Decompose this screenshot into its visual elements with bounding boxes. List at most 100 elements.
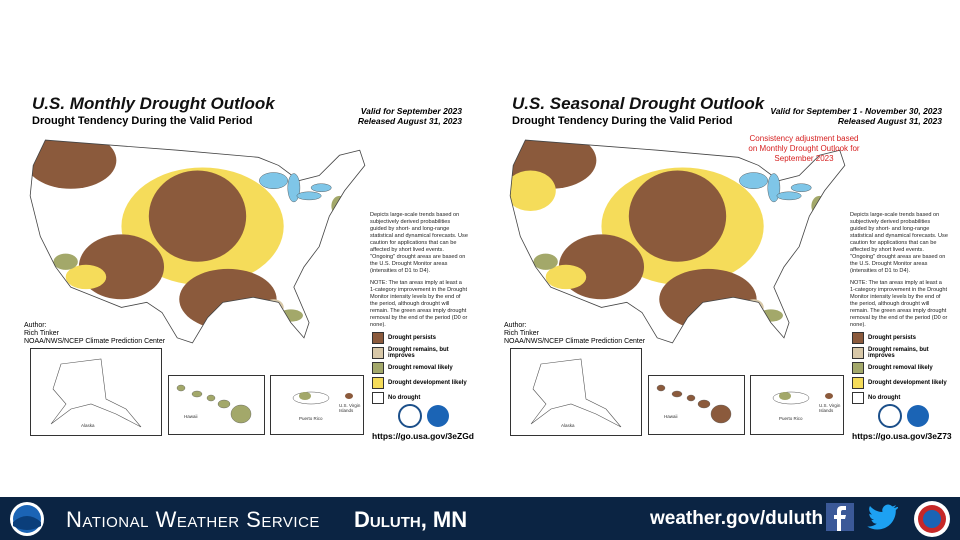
author-org: NOAA/NWS/NCEP Climate Prediction Center (504, 338, 646, 345)
release-date: Released August 31, 2023 (357, 116, 462, 126)
note: NOTE: The tan areas imply at least a 1-c… (850, 280, 948, 328)
product-url[interactable]: https://go.usa.gov/3eZ73 (852, 431, 952, 441)
island (299, 392, 311, 400)
panel-subtitle: Drought Tendency During the Valid Period (32, 115, 253, 127)
website[interactable]: weather.gov/duluth (650, 508, 824, 529)
legend: Drought persists Drought remains, but imp… (372, 330, 482, 405)
legend-swatch (852, 391, 864, 404)
legend-swatch (372, 376, 384, 389)
development-area (545, 264, 587, 290)
author: Author: Rich Tinker NOAA/NWS/NCEP Climate … (504, 322, 645, 346)
legend-label: Drought development likely (388, 379, 467, 386)
facebook-icon[interactable] (826, 503, 854, 531)
org-name: National Weather Service (66, 507, 320, 532)
island (230, 404, 252, 424)
island (779, 392, 791, 400)
panel-subtitle: Drought Tendency During the Valid Period (512, 115, 733, 127)
island (176, 384, 186, 392)
valid-period: Valid for September 1 - November 30, 202… (770, 106, 942, 116)
drought-outlook-panel: U.S. Seasonal Drought Outlook Drought Ten… (500, 90, 960, 441)
inset-label: Hawaii (184, 414, 198, 419)
noaa-logo (10, 502, 44, 536)
island (217, 399, 231, 409)
agency-seals (398, 404, 449, 428)
author-label: Author: (504, 322, 527, 329)
alaska-outline (530, 358, 622, 428)
legend-swatch (372, 346, 384, 359)
nws-logo (914, 501, 950, 537)
legend-swatch (852, 361, 864, 374)
panel-title: U.S. Seasonal Drought Outlook (512, 94, 765, 113)
hawaii-shape (176, 384, 252, 424)
legend-item: Drought persists (372, 330, 482, 345)
author-name: Rich Tinker (504, 330, 540, 337)
drought-areas (510, 140, 828, 330)
great-lake (310, 183, 332, 192)
persist-area (30, 140, 117, 189)
author: Author: Rich Tinker NOAA/NWS/NCEP Climate … (24, 322, 165, 346)
legend-swatch (372, 391, 384, 404)
product-url[interactable]: https://go.usa.gov/3eZGd (372, 431, 475, 441)
island (697, 399, 711, 409)
author-label: Author: (24, 322, 47, 329)
removal-area (533, 253, 558, 270)
legend-label: Drought removal likely (868, 364, 933, 371)
legend-swatch (852, 346, 864, 359)
legend-label: Drought remains, but improves (868, 346, 929, 359)
great-lake (296, 191, 322, 201)
inset-alaska: Alaska (30, 348, 162, 436)
island (345, 393, 353, 399)
legend-item: Drought remains, but improves (372, 345, 482, 360)
inset-puerto-rico: Puerto Rico U.S. Virgin Islands (270, 375, 364, 435)
author-name: Rich Tinker (24, 330, 60, 337)
legend-swatch (852, 376, 864, 389)
drought-areas (30, 140, 348, 330)
pr-shape (292, 391, 353, 405)
inset-label: U.S. Virgin Islands (339, 403, 361, 413)
island (772, 391, 810, 405)
legend-item: No drought (852, 390, 960, 405)
author-org: NOAA/NWS/NCEP Climate Prediction Center (24, 338, 166, 345)
panel-title: U.S. Monthly Drought Outlook (32, 94, 275, 113)
footer: National Weather Service Duluth, MN weat… (0, 497, 960, 540)
office-name: Duluth, MN (354, 507, 468, 532)
noaa-seal (907, 405, 929, 427)
island (191, 390, 203, 398)
us-outline (509, 139, 846, 344)
legend-swatch (372, 331, 384, 344)
legend-label: Drought remains, but improves (388, 346, 449, 359)
alaska-outline (50, 358, 142, 428)
us-map (29, 139, 366, 344)
inset-alaska: Alaska (510, 348, 642, 436)
alaska-shape (50, 358, 142, 428)
consistency-note: Consistency adjustment based on Monthly … (748, 134, 860, 163)
legend-label: Drought persists (388, 334, 437, 341)
pr-shape (772, 391, 833, 405)
us-map (509, 139, 846, 344)
great-lake (739, 172, 768, 189)
legend-item: Drought removal likely (372, 360, 482, 375)
development-area (65, 264, 107, 290)
release-date: Released August 31, 2023 (837, 116, 942, 126)
great-lake (767, 173, 781, 203)
great-lake (776, 191, 802, 201)
note: NOTE: The tan areas imply at least a 1-c… (370, 280, 468, 328)
inset-hawaii: Hawaii (648, 375, 745, 435)
removal-area (758, 309, 783, 322)
legend-label: No drought (388, 394, 421, 401)
inset-label: Alaska (561, 423, 575, 428)
island (292, 391, 330, 405)
twitter-icon[interactable] (866, 503, 898, 531)
removal-area (278, 309, 303, 322)
legend-item: Drought persists (852, 330, 960, 345)
legend-item: Drought development likely (852, 375, 960, 390)
inset-hawaii: Hawaii (168, 375, 265, 435)
legend: Drought persists Drought remains, but imp… (852, 330, 960, 405)
persist-area (628, 170, 727, 262)
noaa-seal (427, 405, 449, 427)
doc-seal (398, 404, 422, 428)
island (686, 394, 696, 402)
doc-seal (878, 404, 902, 428)
island (656, 384, 666, 392)
